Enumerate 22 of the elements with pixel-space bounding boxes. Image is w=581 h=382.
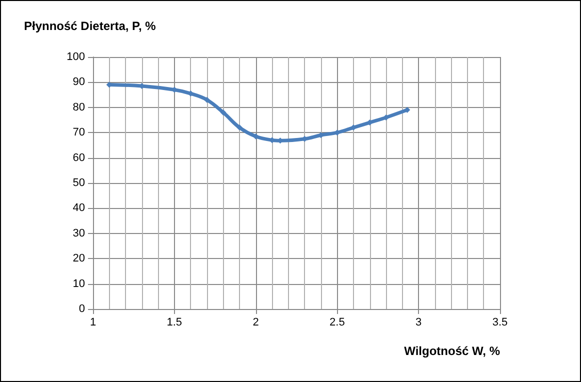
y-tick-label: 0 [78,303,85,315]
y-tick-label: 100 [66,51,85,63]
y-tick-label: 40 [72,202,85,214]
x-tick-label: 1.5 [166,316,182,328]
point [220,109,226,116]
chart-title: Płynność Dieterta, P, % [24,19,156,33]
y-tick-label: 30 [72,227,85,240]
y-tick-label: 80 [72,101,85,114]
y-tick-label: 70 [72,126,85,139]
x-axis-title: Wilgotność W, % [404,344,500,358]
y-tick-label: 90 [72,76,85,88]
y-tick-label: 20 [72,252,85,265]
y-tick-label: 60 [72,152,85,164]
x-tick-label: 3 [416,316,422,328]
y-tick-label: 10 [72,278,85,290]
x-tick-label: 3.5 [492,316,508,328]
point [236,124,243,131]
point [204,96,210,103]
y-tick-label: 50 [72,177,85,189]
x-tick-label: 2.5 [330,316,345,328]
x-tick-label: 2 [252,316,259,328]
x-tick-label: 1 [90,316,96,328]
